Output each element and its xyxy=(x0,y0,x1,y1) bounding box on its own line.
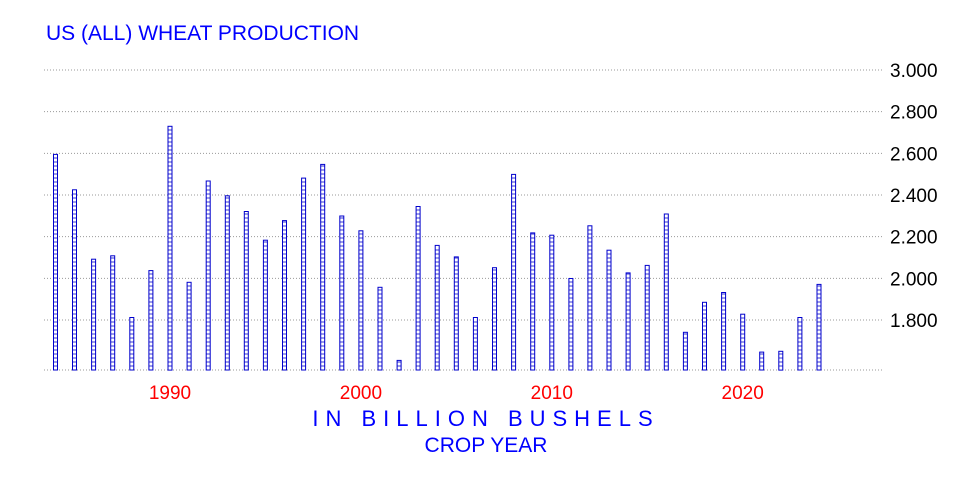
bar-outline xyxy=(778,350,784,371)
bar-outline xyxy=(816,283,822,371)
bar xyxy=(702,301,707,371)
bar xyxy=(148,270,154,371)
bar xyxy=(816,283,822,371)
bar-outline xyxy=(415,206,421,371)
x-tick-label: 1990 xyxy=(149,383,191,404)
bar-outline xyxy=(339,215,345,371)
bar xyxy=(53,153,58,371)
y-tick-label: 2.600 xyxy=(890,144,938,165)
bar xyxy=(72,189,77,371)
bar xyxy=(511,173,517,371)
y-tick-label: 2.800 xyxy=(890,103,938,124)
bar xyxy=(568,278,574,371)
bar xyxy=(224,195,230,371)
bar-outline xyxy=(759,351,765,371)
y-tick-label: 2.000 xyxy=(890,269,938,290)
bar-outline xyxy=(72,189,77,371)
bar-outline xyxy=(110,255,116,371)
bar xyxy=(243,211,249,371)
bar xyxy=(415,206,421,371)
bar xyxy=(186,281,192,371)
bar-outline xyxy=(549,234,555,371)
bar-outline xyxy=(453,256,459,371)
bar xyxy=(434,244,440,371)
bar xyxy=(721,292,727,371)
y-tick-label: 1.800 xyxy=(890,311,938,332)
bar-outline xyxy=(568,278,574,371)
bar-outline xyxy=(358,230,364,371)
bar xyxy=(778,350,784,371)
bar xyxy=(110,255,116,371)
bar-outline xyxy=(721,292,727,371)
x-tick-labels: 1990 2000 2010 2020 xyxy=(149,383,764,404)
x-axis-label: IN BILLION BUSHELS xyxy=(312,406,659,431)
bar xyxy=(530,232,536,371)
bar xyxy=(682,331,688,371)
bar xyxy=(91,258,97,371)
bar xyxy=(797,317,803,371)
bar xyxy=(472,317,478,371)
bar xyxy=(549,234,555,371)
y-tick-labels: 3.000 2.800 2.600 2.400 2.200 2.000 1.800 xyxy=(890,61,938,332)
bar xyxy=(396,359,402,371)
bar-outline xyxy=(472,317,478,371)
bar-outline xyxy=(224,195,230,371)
bar-outline xyxy=(511,173,517,371)
bar-outline xyxy=(167,125,173,371)
x-tick-label: 2000 xyxy=(340,383,382,404)
bar-outline xyxy=(702,301,707,371)
bar xyxy=(606,249,612,371)
bar xyxy=(358,230,364,371)
bar xyxy=(339,215,345,371)
chart-title: US (ALL) WHEAT PRODUCTION xyxy=(46,22,359,45)
bars xyxy=(53,125,822,371)
bar xyxy=(262,239,268,371)
bar-outline xyxy=(320,163,326,371)
bar xyxy=(167,125,173,371)
bar-outline xyxy=(682,331,688,371)
bar-outline xyxy=(205,180,211,371)
bar xyxy=(320,163,326,371)
bar xyxy=(377,286,383,371)
bar-outline xyxy=(663,213,669,371)
bar-outline xyxy=(282,220,287,371)
bar-outline xyxy=(262,239,268,371)
bar xyxy=(587,225,593,371)
bar-outline xyxy=(492,267,497,371)
bar xyxy=(453,256,459,371)
bar xyxy=(759,351,765,371)
bar xyxy=(492,267,497,371)
bar xyxy=(663,213,669,371)
y-tick-label: 3.000 xyxy=(890,61,938,82)
bar-outline xyxy=(434,244,440,371)
bar-outline xyxy=(797,317,803,371)
bar-outline xyxy=(625,272,631,371)
bar-outline xyxy=(148,270,154,371)
y-tick-label: 2.400 xyxy=(890,186,938,207)
bar xyxy=(205,180,211,371)
bar-outline xyxy=(530,232,536,371)
bar xyxy=(644,264,650,371)
bar-outline xyxy=(129,317,135,371)
y-tick-label: 2.200 xyxy=(890,228,938,249)
bar xyxy=(740,313,746,371)
x-axis-sublabel: CROP YEAR xyxy=(425,434,548,457)
bar-outline xyxy=(377,286,383,371)
bar-outline xyxy=(396,359,402,371)
x-tick-label: 2010 xyxy=(531,383,573,404)
bar-outline xyxy=(91,258,97,371)
bar xyxy=(625,272,631,371)
x-tick-label: 2020 xyxy=(722,383,764,404)
bar xyxy=(282,220,287,371)
bar xyxy=(129,317,135,371)
bar-outline xyxy=(243,211,249,371)
bar xyxy=(301,177,307,371)
